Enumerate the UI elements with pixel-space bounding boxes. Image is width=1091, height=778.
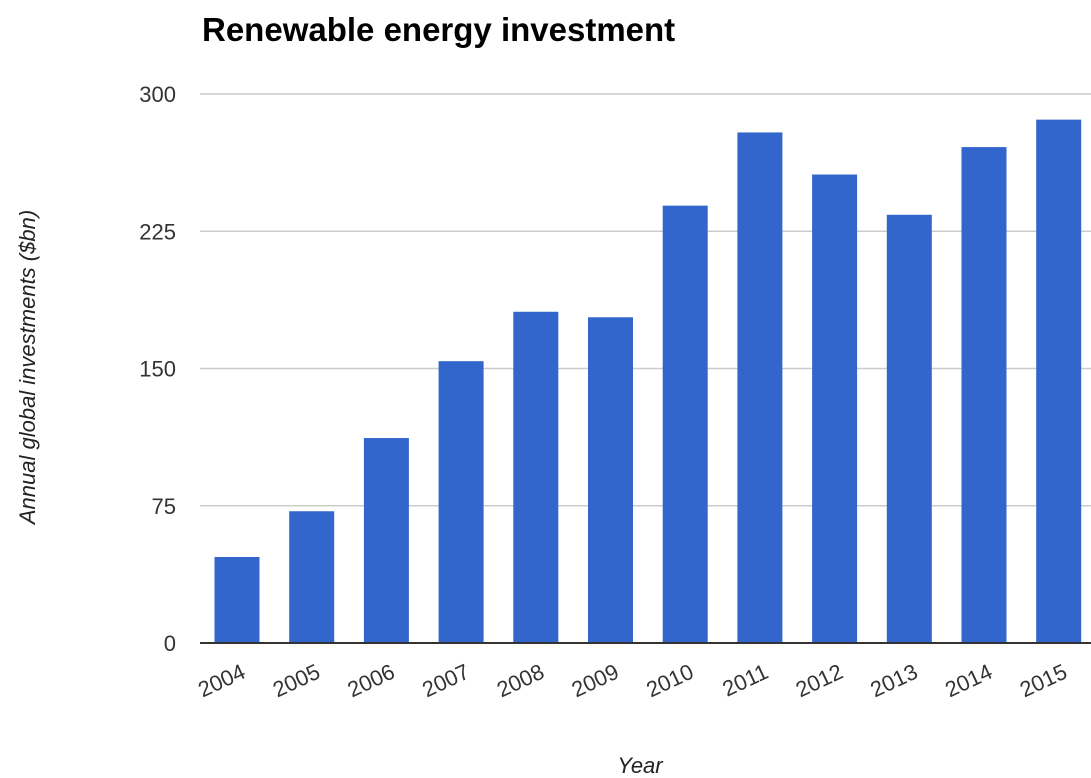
bar-2011 <box>737 132 783 643</box>
bar-2004 <box>214 556 260 643</box>
y-axis-ticks: 0 75 150 225 300 <box>139 82 176 656</box>
bars <box>214 119 1082 644</box>
gridlines <box>200 93 1091 507</box>
bar-2005 <box>289 511 335 643</box>
bar-2007 <box>438 361 484 643</box>
y-tick-label: 75 <box>152 494 176 519</box>
x-tick-label: 2005 <box>269 659 324 702</box>
x-tick-label: 2015 <box>1016 659 1071 702</box>
x-tick-label: 2014 <box>941 659 996 702</box>
x-tick-label: 2009 <box>568 659 623 702</box>
y-tick-label: 225 <box>139 219 176 244</box>
x-tick-label: 2013 <box>866 659 921 702</box>
bar-2014 <box>961 147 1007 643</box>
x-axis-title: Year <box>617 753 664 778</box>
x-tick-label: 2008 <box>493 659 548 702</box>
y-tick-label: 300 <box>139 82 176 107</box>
bar-2006 <box>363 438 409 643</box>
x-tick-label: 2006 <box>344 659 399 702</box>
x-tick-label: 2012 <box>792 659 847 702</box>
bar-2010 <box>662 205 708 643</box>
x-tick-label: 2007 <box>418 659 473 702</box>
y-axis-title: Annual global investments ($bn) <box>15 210 40 526</box>
x-tick-label: 2011 <box>719 659 772 702</box>
x-tick-label: 2010 <box>642 659 697 702</box>
x-axis-ticks: 2004 2005 2006 2007 2008 2009 2010 2011 2012 2013… <box>194 659 1071 702</box>
bar-2013 <box>886 214 932 643</box>
bar-2009 <box>588 317 633 643</box>
bar-2015 <box>1036 119 1082 644</box>
chart-title: Renewable energy investment <box>202 11 675 48</box>
bar-2012 <box>812 174 858 643</box>
y-tick-label: 150 <box>139 357 176 382</box>
x-tick-label: 2004 <box>194 659 249 702</box>
bar-2008 <box>513 311 559 643</box>
y-tick-label: 0 <box>164 631 176 656</box>
